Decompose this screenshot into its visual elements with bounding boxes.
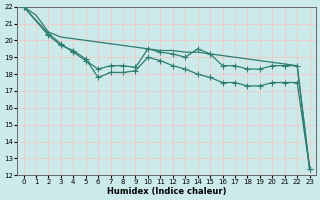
X-axis label: Humidex (Indice chaleur): Humidex (Indice chaleur) <box>107 187 226 196</box>
